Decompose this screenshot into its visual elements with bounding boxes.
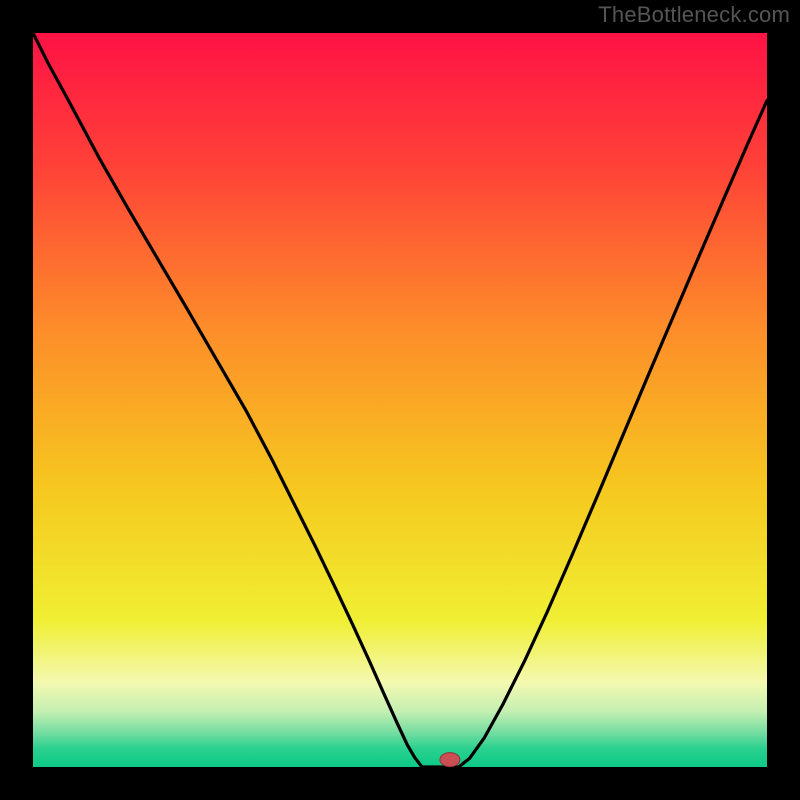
bottleneck-chart [0, 0, 800, 800]
vertex-marker [440, 753, 460, 767]
gradient-background [33, 33, 767, 767]
chart-container: TheBottleneck.com [0, 0, 800, 800]
watermark-text: TheBottleneck.com [598, 2, 790, 28]
